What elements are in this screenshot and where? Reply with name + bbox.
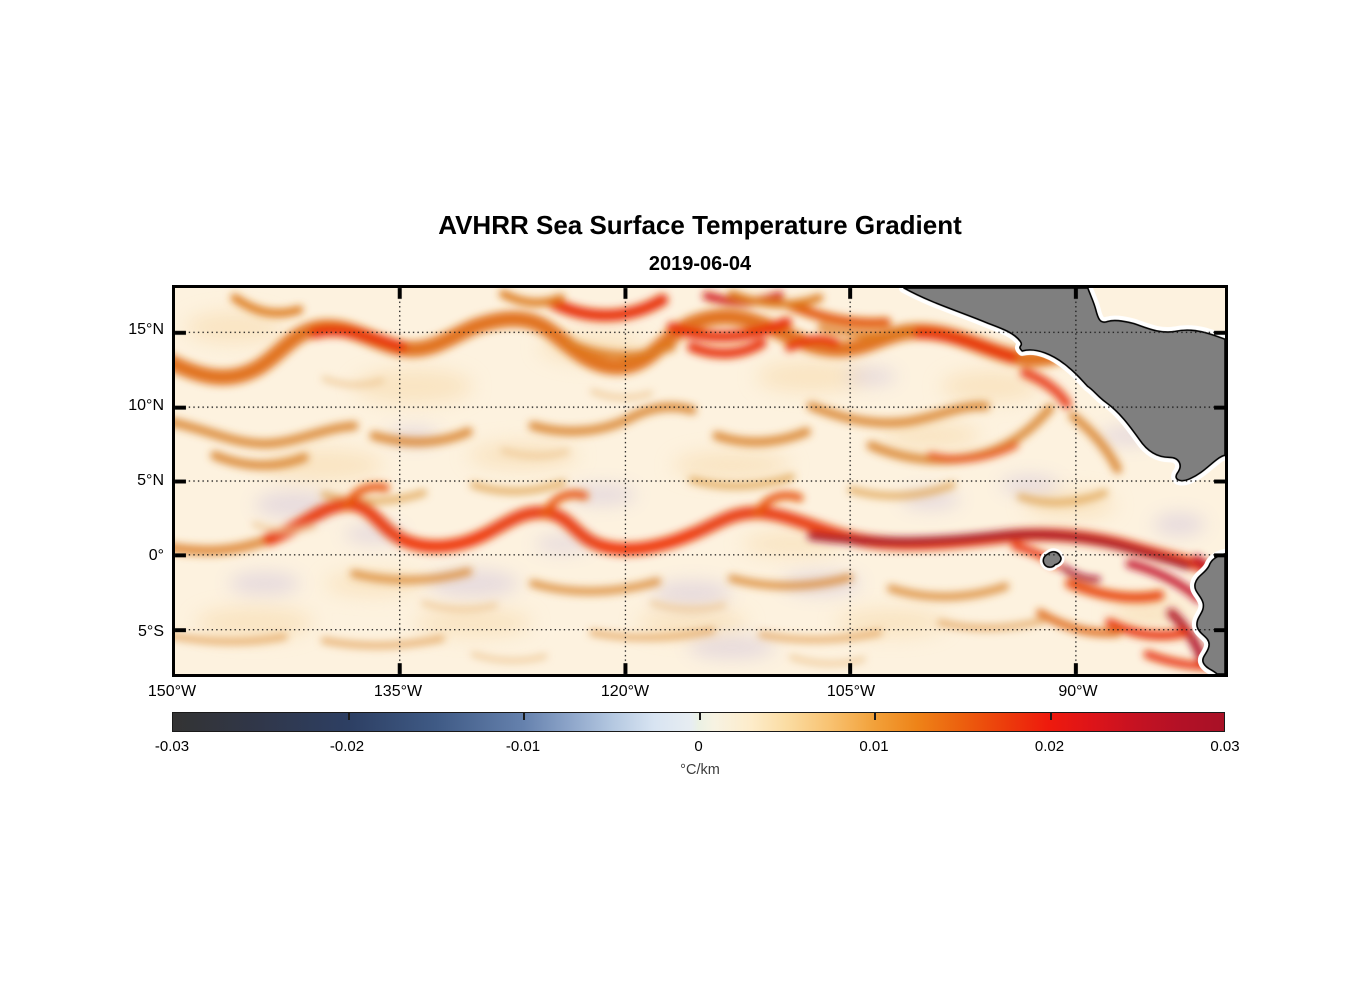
y-tick-label-10n: 10°N [128,397,164,414]
y-tick-label-5n: 5°N [137,472,164,489]
colorbar-tick-label: 0.03 [1210,738,1240,755]
axis-ticks [175,288,1225,674]
y-tick-label-15n: 15°N [128,321,164,338]
land-central-america [903,288,1225,482]
plot-subtitle: 2019-06-04 [648,253,752,275]
x-tick-label-135w: 135°W [373,683,423,700]
colorbar-tick-label: -0.01 [505,738,541,755]
colorbar-tickmark [698,713,701,720]
colorbar-unit-label: °C/km [680,762,720,778]
colorbar-tickmark [347,713,350,720]
colorbar-tickmark [874,713,876,720]
x-tick-label-120w: 120°W [600,683,650,700]
land-south-america [1194,553,1225,674]
grid-lines [175,288,1225,674]
colorbar-tick-label: -0.02 [329,738,365,755]
x-tick-label-105w: 105°W [826,683,876,700]
colorbar-tick-label: 0.01 [859,738,889,755]
colorbar-tickmark [1049,713,1052,720]
x-tick-label-150w: 150°W [147,683,197,700]
sst-gradient-field [175,288,1225,674]
y-tick-label-0: 0° [148,547,164,564]
colorbar-tickmark [523,713,525,720]
frontal-filaments [175,289,1225,674]
colorbar-tick-label: 0 [694,738,703,755]
plot-title: AVHRR Sea Surface Temperature Gradient [438,210,962,240]
colorbar-tick-label: -0.03 [154,738,190,755]
land-galapagos [1042,550,1062,568]
colorbar-gradient [173,713,1224,731]
colorbar-tick-label: 0.02 [1034,738,1065,755]
land-layer [903,288,1225,674]
map-plot [172,285,1228,677]
y-tick-label-5s: 5°S [138,623,164,640]
x-tick-label-90w: 90°W [1058,683,1098,700]
colorbar [172,712,1225,732]
